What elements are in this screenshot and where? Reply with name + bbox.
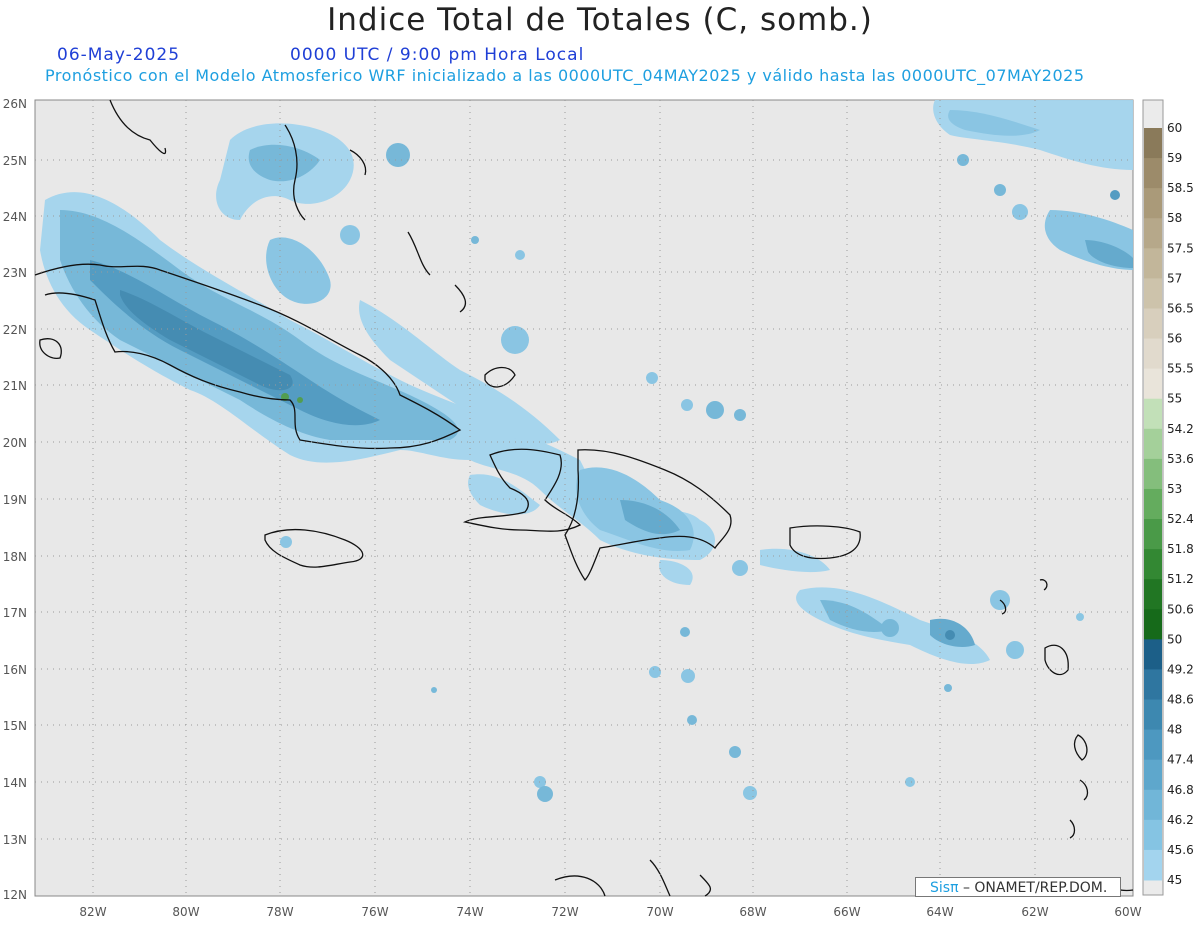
colorbar-label: 59 xyxy=(1167,151,1182,165)
colorbar-label: 57.5 xyxy=(1167,241,1194,255)
lat-label: 24N xyxy=(3,210,27,224)
lat-label: 15N xyxy=(3,719,27,733)
colorbar-swatch xyxy=(1144,819,1162,851)
colorbar-label: 52.4 xyxy=(1167,512,1194,526)
colorbar-swatch xyxy=(1144,188,1162,219)
lon-label: 70W xyxy=(646,905,673,919)
colorbar-label: 56 xyxy=(1167,332,1182,346)
forecast-date: 06-May-2025 xyxy=(57,45,181,65)
lat-label: 20N xyxy=(3,436,27,450)
colorbar-swatch xyxy=(1144,699,1162,731)
lon-label: 68W xyxy=(739,905,766,919)
lat-label: 12N xyxy=(3,888,27,902)
lat-label: 22N xyxy=(3,323,27,337)
lon-label: 80W xyxy=(172,905,199,919)
colorbar-label: 58 xyxy=(1167,211,1182,225)
colorbar-swatch xyxy=(1144,428,1162,460)
lon-label: 72W xyxy=(551,905,578,919)
lon-label: 62W xyxy=(1021,905,1048,919)
colorbar-label: 51.8 xyxy=(1167,542,1194,556)
colorbar-label: 54.2 xyxy=(1167,422,1194,436)
colorbar-swatch xyxy=(1144,519,1162,550)
lat-label: 21N xyxy=(3,379,27,393)
lon-label: 64W xyxy=(926,905,953,919)
colorbar-swatch xyxy=(1144,308,1162,340)
lon-label: 60W xyxy=(1114,905,1141,919)
colorbar-swatch xyxy=(1144,158,1162,189)
colorbar-labels: 60 59 58.5 58 57.5 57 56.5 56 55.5 55 54.2 53.6 53 52… xyxy=(1167,121,1194,887)
colorbar-label: 57 xyxy=(1167,271,1182,285)
colorbar-label: 51.2 xyxy=(1167,572,1194,586)
colorbar-swatch xyxy=(1144,128,1162,159)
colorbar-swatch xyxy=(1144,488,1162,520)
lat-label: 23N xyxy=(3,266,27,280)
colorbar-label: 46.2 xyxy=(1167,813,1194,827)
lat-label: 14N xyxy=(3,776,27,790)
lon-label: 74W xyxy=(456,905,483,919)
colorbar-swatch xyxy=(1144,759,1162,791)
lat-label: 18N xyxy=(3,550,27,564)
colorbar-swatch xyxy=(1144,579,1162,610)
credit-text: – ONAMET/REP.DOM. xyxy=(962,880,1108,896)
sispi-logo: Sisπ xyxy=(930,880,959,896)
colorbar-label: 55 xyxy=(1167,392,1182,406)
colorbar-label: 60 xyxy=(1167,121,1182,135)
colorbar-swatch xyxy=(1144,218,1162,249)
colorbar-swatch xyxy=(1144,789,1162,821)
colorbar-label: 45 xyxy=(1167,873,1182,887)
colorbar-label: 45.6 xyxy=(1167,843,1194,857)
colorbar-label: 47.4 xyxy=(1167,753,1194,767)
colorbar-swatch xyxy=(1144,368,1162,400)
colorbar-swatch xyxy=(1144,338,1162,370)
shaded-field xyxy=(40,100,1133,802)
lat-label: 26N xyxy=(3,97,27,111)
colorbar-swatch xyxy=(1144,278,1162,309)
colorbar-label: 55.5 xyxy=(1167,362,1194,376)
lat-label: 19N xyxy=(3,493,27,507)
colorbar-label: 53 xyxy=(1167,482,1182,496)
colorbar-label: 50.6 xyxy=(1167,602,1194,616)
colorbar-label: 49.2 xyxy=(1167,662,1194,676)
colorbar-label: 56.5 xyxy=(1167,301,1194,315)
lon-label: 76W xyxy=(361,905,388,919)
colorbar-swatch xyxy=(1144,549,1162,580)
lon-label: 82W xyxy=(79,905,106,919)
valid-time: 0000 UTC / 9:00 pm Hora Local xyxy=(290,45,585,65)
colorbar-swatch xyxy=(1144,458,1162,490)
colorbar-swatch xyxy=(1144,248,1162,279)
colorbar-label: 53.6 xyxy=(1167,452,1194,466)
lon-labels: 82W 80W 78W 76W 74W 72W 70W 68W 66W 64W … xyxy=(79,905,1141,919)
colorbar-swatch xyxy=(1144,729,1162,761)
chart-title: Indice Total de Totales (C, somb.) xyxy=(327,2,873,38)
colorbar-label: 50 xyxy=(1167,632,1182,646)
lat-label: 16N xyxy=(3,663,27,677)
colorbar-swatch xyxy=(1144,639,1162,670)
colorbar-label: 48.6 xyxy=(1167,693,1194,707)
lon-label: 78W xyxy=(266,905,293,919)
forecast-subtitle: Pronóstico con el Modelo Atmosferico WRF… xyxy=(45,66,1085,85)
credit-box: Sisπ – ONAMET/REP.DOM. xyxy=(915,877,1121,897)
lat-labels: 26N 25N 24N 23N 22N 21N 20N 19N 18N 17N … xyxy=(3,97,27,902)
colorbar-swatch xyxy=(1144,849,1162,881)
lon-label: 66W xyxy=(833,905,860,919)
colorbar-swatch xyxy=(1144,398,1162,430)
colorbar-label: 48 xyxy=(1167,723,1182,737)
colorbar xyxy=(1142,99,1164,896)
graticule xyxy=(35,100,1133,896)
colorbar-label: 58.5 xyxy=(1167,181,1194,195)
colorbar-label: 46.8 xyxy=(1167,783,1194,797)
lat-label: 17N xyxy=(3,606,27,620)
colorbar-swatch xyxy=(1144,609,1162,640)
colorbar-swatch xyxy=(1144,669,1162,701)
coastlines xyxy=(34,99,1134,897)
lat-label: 25N xyxy=(3,154,27,168)
lat-label: 13N xyxy=(3,833,27,847)
